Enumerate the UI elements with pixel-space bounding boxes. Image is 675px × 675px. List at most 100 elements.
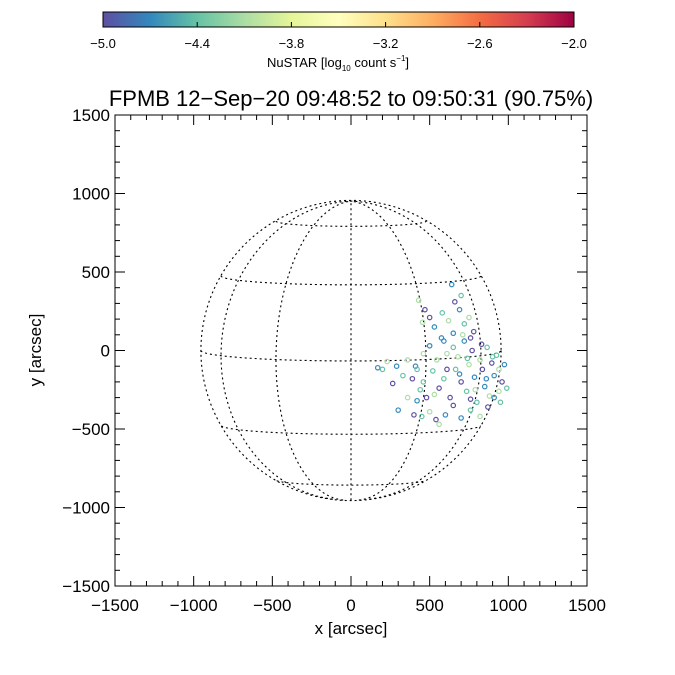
colorbar-tick-label: −2.0	[561, 36, 587, 51]
data-point	[479, 366, 486, 373]
solar-limb	[200, 199, 502, 502]
data-point	[393, 363, 400, 370]
data-point	[484, 344, 490, 351]
y-tick-label: 1000	[72, 185, 110, 204]
data-point	[439, 310, 446, 316]
data-point	[489, 353, 496, 360]
x-axis: −1500 −1000 −500 0 500 1000 1500	[91, 115, 606, 615]
data-point	[436, 421, 442, 428]
data-point	[503, 385, 510, 391]
x-tick-label: 1500	[568, 596, 606, 615]
data-point	[464, 355, 471, 362]
longitude-line	[275, 200, 352, 501]
x-tick-label: −1500	[91, 596, 139, 615]
data-point	[466, 361, 472, 368]
data-point	[431, 324, 438, 330]
colorbar-tick-label: −3.2	[373, 36, 399, 51]
data-point	[448, 281, 455, 288]
data-point	[467, 407, 474, 413]
colorbar: −5.0 −4.4 −3.8 −3.2 −2.6 −2.0 NuSTAR [log10 c…	[90, 11, 587, 73]
data-point	[485, 404, 491, 410]
colorbar-ticks: −5.0 −4.4 −3.8 −3.2 −2.6 −2.0	[90, 22, 587, 51]
colorbar-tick-label: −3.8	[279, 36, 305, 51]
data-point	[456, 371, 463, 377]
x-tick-label: 0	[346, 596, 355, 615]
data-point	[419, 319, 426, 326]
longitude-line	[350, 200, 482, 500]
data-point	[472, 386, 479, 393]
data-point	[450, 344, 457, 351]
data-point	[441, 375, 447, 382]
data-point	[450, 402, 457, 409]
data-point	[447, 394, 453, 401]
longitude-line	[350, 200, 427, 501]
chart-title: FPMB 12−Sep−20 09:48:52 to 09:50:31 (90.…	[109, 86, 593, 111]
data-point	[458, 292, 464, 299]
data-point	[458, 379, 464, 385]
data-point	[433, 357, 440, 363]
y-axis-label: y [arcsec]	[26, 314, 45, 387]
data-point	[433, 416, 439, 423]
plot-frame	[114, 114, 588, 587]
data-point	[389, 380, 396, 387]
colorbar-tick-label: −5.0	[90, 36, 116, 51]
data-point	[431, 391, 438, 398]
colorbar-gradient	[102, 11, 575, 28]
data-point	[477, 357, 483, 363]
data-point	[404, 394, 411, 401]
data-point	[477, 413, 483, 420]
data-point	[374, 364, 381, 371]
data-point	[441, 338, 447, 344]
data-point	[486, 393, 493, 399]
colorbar-tick-label: −4.4	[184, 36, 210, 51]
x-tick-label: −1000	[170, 596, 218, 615]
data-point	[496, 366, 502, 373]
data-point	[474, 399, 480, 406]
data-point	[430, 368, 436, 374]
data-point	[496, 388, 502, 395]
data-point	[445, 317, 452, 324]
y-tick-label: 0	[101, 342, 110, 361]
data-point	[395, 407, 402, 413]
data-point	[455, 353, 461, 360]
data-point	[459, 331, 466, 338]
data-point	[420, 350, 427, 357]
data-point	[467, 396, 474, 402]
data-point	[491, 372, 497, 379]
x-tick-label: 500	[415, 596, 443, 615]
data-point	[418, 413, 425, 420]
colorbar-label: NuSTAR [log10 count s−1]	[267, 54, 409, 73]
data-point	[469, 347, 475, 354]
data-point	[414, 397, 420, 404]
data-point	[491, 394, 497, 401]
data-point	[400, 372, 406, 379]
data-point	[422, 306, 428, 313]
solar-grid	[200, 199, 502, 502]
data-point	[415, 297, 422, 304]
data-point	[478, 341, 485, 348]
data-point	[444, 366, 450, 373]
data-point	[483, 375, 490, 382]
colorbar-tick-label: −2.6	[467, 36, 493, 51]
data-point	[499, 379, 505, 385]
x-tick-label: 1000	[489, 596, 527, 615]
data-point	[450, 330, 457, 337]
data-point	[404, 357, 411, 363]
y-axis: −1500 −1000 −500 0 500 1000 1500	[62, 106, 587, 596]
data-point	[414, 366, 420, 373]
x-tick-label: −500	[253, 596, 291, 615]
data-point	[417, 386, 424, 393]
data-point	[456, 306, 463, 313]
data-point	[452, 299, 458, 305]
data-point	[497, 399, 504, 406]
data-point	[466, 314, 472, 321]
data-point	[471, 374, 478, 380]
x-axis-label: x [arcsec]	[315, 619, 388, 638]
data-point	[470, 328, 477, 335]
data-points	[374, 281, 510, 428]
data-point	[461, 338, 468, 344]
data-point	[461, 321, 468, 327]
y-tick-label: 1500	[72, 106, 110, 125]
data-point	[426, 408, 433, 415]
